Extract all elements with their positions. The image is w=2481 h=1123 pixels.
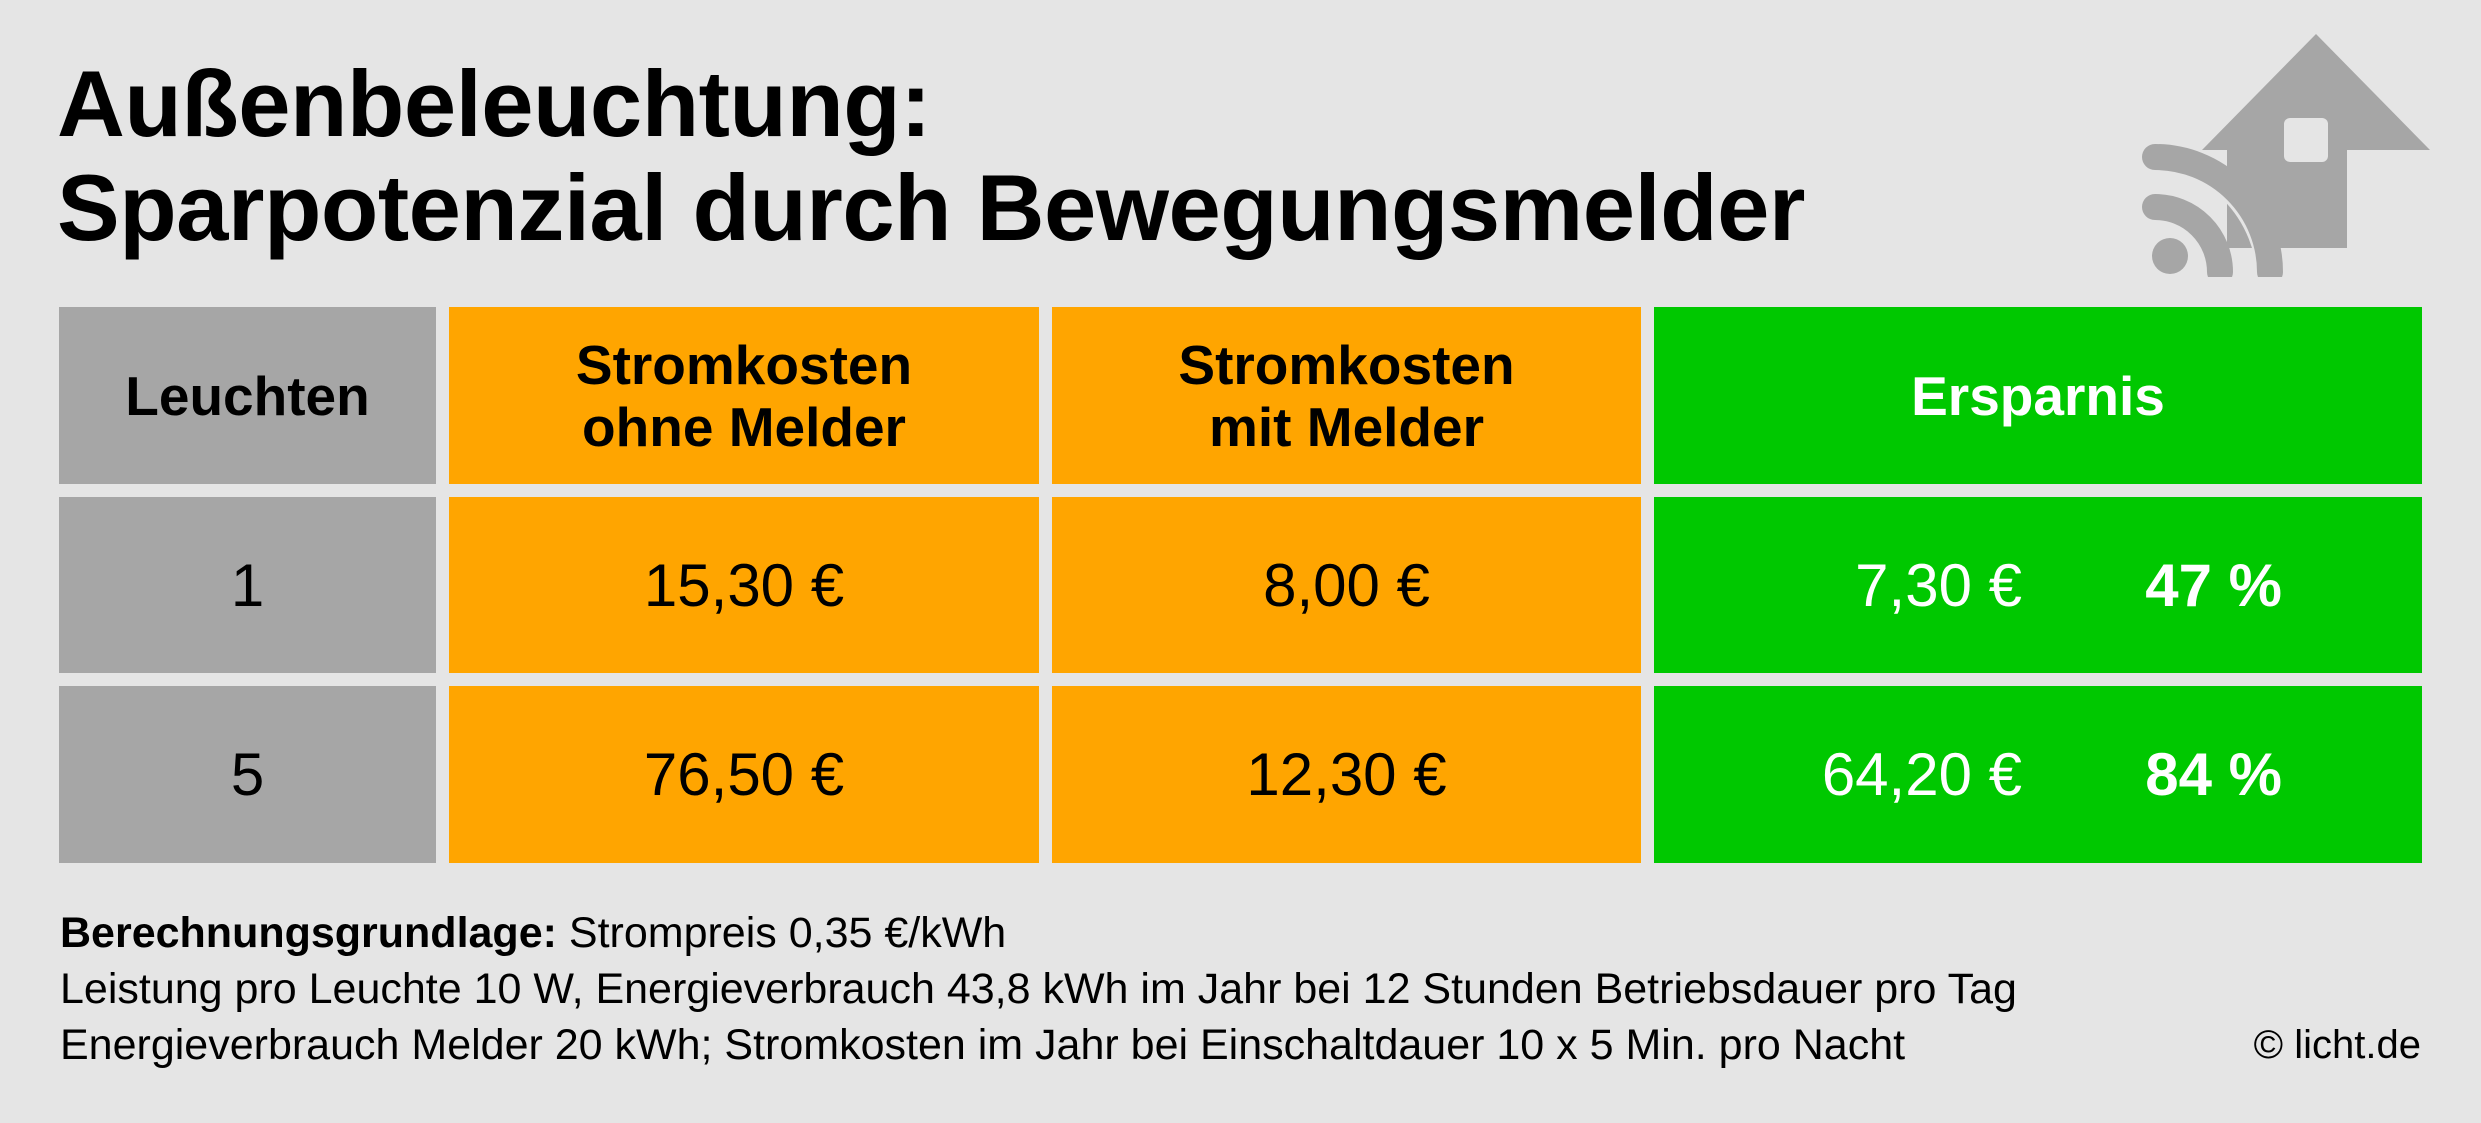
header-ersparnis: Ersparnis — [1654, 307, 2422, 484]
calculation-basis-line-2: Leistung pro Leuchte 10 W, Energieverbra… — [60, 965, 2017, 1013]
row-2-ersparnis-amount: 64,20 € — [1821, 741, 2022, 808]
row-2-leuchten-value: 5 — [230, 741, 265, 808]
row-2-mit-value: 12,30 € — [1246, 741, 1447, 808]
row-1-ersparnis: 7,30 € 47 % — [1654, 497, 2422, 673]
header-mit-line2: mit Melder — [1208, 395, 1485, 458]
header-leuchten-label: Leuchten — [125, 364, 370, 427]
calculation-basis-price: Strompreis 0,35 €/kWh — [556, 909, 1007, 957]
copyright-notice: © licht.de — [2253, 1023, 2421, 1067]
header-ohne-line2: ohne Melder — [582, 395, 906, 458]
header-mit-line1: Stromkosten — [1178, 333, 1515, 396]
calculation-basis-label: Berechnungsgrundlage: — [60, 909, 557, 957]
row-2-ohne-value: 76,50 € — [643, 741, 845, 808]
header-leuchten: Leuchten — [59, 307, 436, 484]
row-1-leuchten: 1 — [59, 497, 436, 673]
header-stromkosten-mit-melder: Stromkosten mit Melder — [1052, 307, 1641, 484]
header-stromkosten-ohne-melder: Stromkosten ohne Melder — [449, 307, 1039, 484]
page-title: Außenbeleuchtung: Sparpotenzial durch Be… — [57, 52, 1805, 260]
header-ersparnis-label: Ersparnis — [1911, 364, 2165, 427]
calculation-basis: Berechnungsgrundlage: Strompreis 0,35 €/… — [60, 905, 2017, 1073]
header-ohne-line1: Stromkosten — [575, 333, 913, 396]
calculation-basis-line-1: Berechnungsgrundlage: Strompreis 0,35 €/… — [60, 905, 2017, 961]
calculation-basis-line-3: Energieverbrauch Melder 20 kWh; Stromkos… — [60, 1021, 1906, 1069]
row-1-ersparnis-percent: 47 % — [2145, 551, 2282, 619]
row-1-stromkosten-mit: 8,00 € — [1052, 497, 1641, 673]
row-2-ersparnis-percent: 84 % — [2145, 741, 2282, 808]
row-2-leuchten: 5 — [59, 686, 436, 863]
row-2-stromkosten-mit: 12,30 € — [1052, 686, 1641, 863]
row-1-stromkosten-ohne: 15,30 € — [449, 497, 1039, 673]
row-2-ersparnis: 64,20 € 84 % — [1654, 686, 2422, 863]
title-line-2: Sparpotenzial durch Bewegungsmelder — [57, 155, 1805, 260]
title-line-1: Außenbeleuchtung: — [57, 51, 931, 156]
row-1-ohne-value: 15,30 € — [643, 551, 845, 619]
row-1-leuchten-value: 1 — [230, 551, 265, 619]
row-1-ersparnis-amount: 7,30 € — [1855, 551, 2022, 619]
row-2-stromkosten-ohne: 76,50 € — [449, 686, 1039, 863]
smart-home-house-wifi-icon — [2140, 34, 2430, 277]
row-1-mit-value: 8,00 € — [1263, 551, 1430, 619]
